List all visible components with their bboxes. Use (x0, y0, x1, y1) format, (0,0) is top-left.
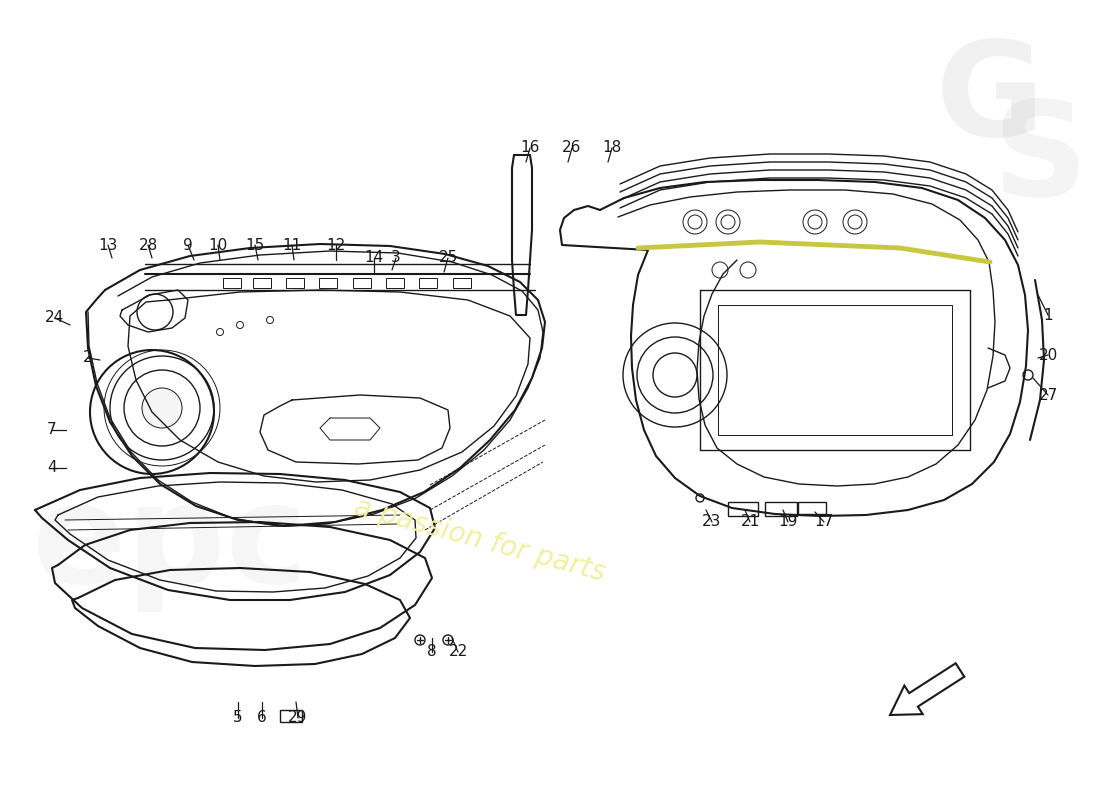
Text: 24: 24 (45, 310, 65, 326)
Text: G: G (936, 37, 1044, 163)
Text: 23: 23 (702, 514, 722, 530)
Bar (319, 278, 337, 288)
Text: 16: 16 (520, 141, 540, 155)
Circle shape (142, 388, 182, 428)
Text: 28: 28 (139, 238, 157, 253)
Bar (728, 502, 758, 516)
Text: 7: 7 (47, 422, 57, 438)
Text: 21: 21 (740, 514, 760, 530)
Bar (253, 278, 271, 288)
Text: 4: 4 (47, 461, 57, 475)
Text: 22: 22 (449, 645, 468, 659)
Text: 8: 8 (427, 645, 437, 659)
Text: 6: 6 (257, 710, 267, 726)
Text: 3: 3 (392, 250, 400, 266)
Text: 9: 9 (183, 238, 192, 253)
Bar (419, 278, 437, 288)
Text: 27: 27 (1038, 387, 1057, 402)
Text: 19: 19 (779, 514, 798, 530)
Text: 5: 5 (233, 710, 243, 726)
Text: 15: 15 (245, 238, 265, 253)
Text: 13: 13 (98, 238, 118, 253)
Text: 20: 20 (1038, 347, 1057, 362)
Bar (764, 502, 798, 516)
Text: 12: 12 (327, 238, 345, 253)
Text: 10: 10 (208, 238, 228, 253)
Bar (386, 278, 404, 288)
Text: S: S (992, 97, 1088, 223)
Text: 26: 26 (562, 141, 582, 155)
Text: 1: 1 (1043, 307, 1053, 322)
Text: 18: 18 (603, 141, 622, 155)
Bar (223, 278, 241, 288)
Text: 2: 2 (84, 350, 92, 366)
Bar (280, 710, 302, 722)
Bar (453, 278, 471, 288)
Bar (353, 278, 371, 288)
Text: epc: epc (32, 478, 308, 613)
Text: 14: 14 (364, 250, 384, 266)
Text: a passion for parts: a passion for parts (351, 493, 608, 587)
Text: 29: 29 (288, 710, 308, 726)
Text: 25: 25 (439, 250, 458, 266)
Bar (286, 278, 304, 288)
Text: 17: 17 (814, 514, 834, 530)
FancyArrow shape (890, 663, 965, 715)
Bar (798, 502, 826, 514)
Text: 11: 11 (283, 238, 301, 253)
